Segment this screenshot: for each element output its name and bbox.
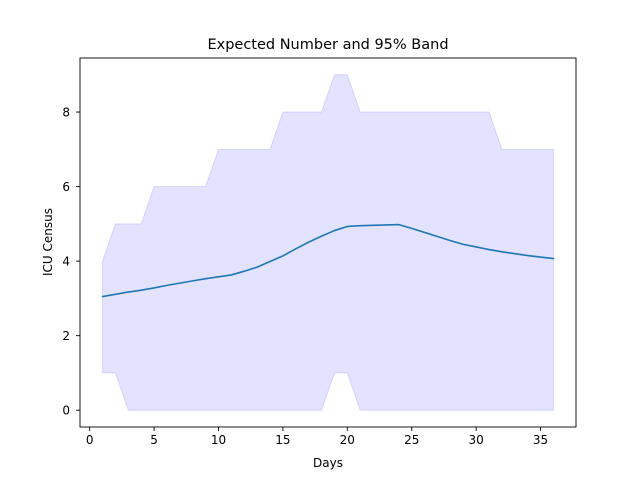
confidence-band <box>102 74 554 411</box>
x-tick-label: 15 <box>275 433 290 447</box>
y-tick-label: 2 <box>62 329 70 343</box>
x-tick-label: 25 <box>404 433 419 447</box>
y-tick-label: 0 <box>62 404 70 418</box>
x-tick-label: 5 <box>150 433 158 447</box>
y-tick-label: 4 <box>62 255 70 269</box>
y-axis-label: ICU Census <box>41 208 55 276</box>
series-line-0 <box>101 223 555 298</box>
x-axis-label: Days <box>313 456 343 470</box>
chart-title: Expected Number and 95% Band <box>207 37 448 53</box>
x-tick-label: 0 <box>86 433 94 447</box>
axes: 0 5 10 15 20 25 30 35 0 2 4 6 8 <box>62 57 577 447</box>
x-tick-label: 30 <box>469 433 484 447</box>
axes-frame <box>79 57 577 428</box>
x-tick-label: 20 <box>340 433 355 447</box>
x-tick-label: 35 <box>533 433 548 447</box>
y-tick-label: 8 <box>62 106 70 120</box>
x-tick-label: 10 <box>211 433 226 447</box>
plot-area <box>101 74 555 411</box>
y-tick-label: 6 <box>62 180 70 194</box>
